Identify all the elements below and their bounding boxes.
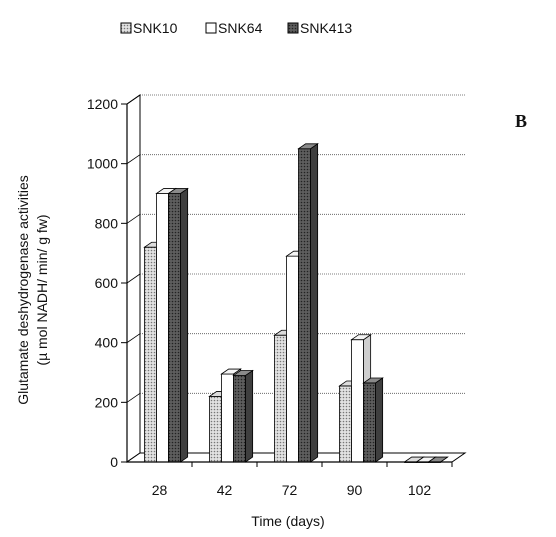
x-tick-label-90: 90	[347, 482, 363, 498]
bar-snk413-28-side	[180, 187, 189, 463]
bar-snk64-72-front	[286, 255, 299, 463]
legend-item-snk64: SNK64	[205, 20, 263, 36]
grid-connector-1200	[126, 94, 141, 105]
bar-snk413-72	[297, 143, 319, 463]
bars	[143, 143, 449, 463]
bar-snk10-72-front	[274, 334, 287, 463]
y-tick-label-1000: 1000	[87, 156, 118, 172]
x-tick-label-28: 28	[152, 482, 168, 498]
grid-connector-800	[126, 214, 141, 224]
x-tick-label-72: 72	[282, 482, 298, 498]
legend: SNK10 SNK64 SNK413	[120, 20, 352, 36]
y-tick-label-400: 400	[95, 335, 119, 351]
grid-connector-400	[126, 333, 141, 343]
bar-snk10-42-front	[209, 395, 222, 463]
bar-snk413-90-top	[362, 377, 384, 384]
bar-snk413-28	[167, 187, 189, 463]
bar-snk413-42-front	[233, 375, 246, 463]
bar-snk413-72-side	[310, 143, 319, 463]
bar-snk64-28-front	[156, 193, 169, 463]
bar-snk413-72-front	[298, 148, 311, 463]
legend-label-snk413: SNK413	[300, 20, 352, 36]
y-tick-label-600: 600	[95, 275, 119, 291]
bar-snk413-42-top	[232, 370, 254, 376]
grid-connector-1000	[126, 154, 141, 164]
legend-label-snk64: SNK64	[218, 20, 263, 36]
bar-snk413-90	[362, 377, 384, 463]
legend-item-snk10: SNK10	[120, 20, 178, 36]
legend-swatch-snk413	[287, 22, 299, 34]
y-tick-label-0: 0	[110, 454, 118, 470]
x-tick-label-42: 42	[217, 482, 233, 498]
bar-snk413-42	[232, 369, 254, 463]
grid-connector-600	[126, 273, 141, 284]
y-axis-label-line1: Glutamate deshydrogenase activities	[15, 175, 31, 405]
bar-snk64-42-front	[221, 373, 234, 463]
panel-label: B	[515, 111, 527, 131]
bar-snk413-28-front	[168, 193, 181, 463]
bar-snk64-90-top	[350, 334, 372, 341]
bar-snk413-42-side	[245, 369, 254, 463]
x-tick-label-102: 102	[408, 482, 432, 498]
x-axis-label: Time (days)	[251, 513, 324, 529]
bar-snk413-90-front	[363, 382, 376, 463]
bar-snk10-90-front	[339, 385, 352, 463]
axes: 0 200 400 600 800 1000 1200 28 42 72 90 102	[87, 96, 453, 498]
legend-item-snk413: SNK413	[287, 20, 352, 36]
y-tick-label-200: 200	[95, 394, 119, 410]
legend-swatch-snk10	[120, 22, 132, 34]
legend-label-snk10: SNK10	[133, 20, 178, 36]
bar-snk413-72-top	[297, 143, 319, 150]
bar-snk64-90-front	[351, 339, 364, 463]
y-axis-label-line2: (µ mol NADH/ min/ g fw)	[34, 214, 50, 365]
y-tick-label-1200: 1200	[87, 96, 118, 112]
bar-snk10-28-front	[144, 246, 157, 463]
y-tick-label-800: 800	[95, 215, 119, 231]
legend-swatch-snk64	[205, 22, 217, 34]
bar-snk64-42-top	[220, 368, 242, 375]
bar-snk413-28-top	[167, 188, 189, 194]
bar-snk413-90-side	[375, 377, 384, 463]
grid-connector-200	[126, 393, 141, 403]
